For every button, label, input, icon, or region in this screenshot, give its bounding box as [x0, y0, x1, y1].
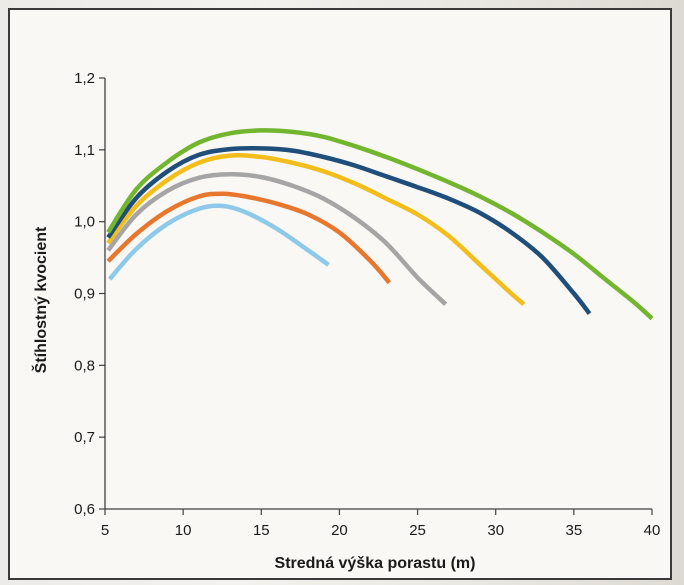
chart-frame	[8, 8, 672, 580]
x-tick-label: 10	[175, 522, 192, 539]
y-ticks: 0,6 0,7 0,8 0,9 1,0 1,1 1,2	[74, 70, 105, 518]
x-tick-label: 5	[101, 522, 109, 539]
y-tick-label: 0,6	[74, 501, 95, 518]
x-tick-label: 30	[487, 522, 504, 539]
series-line-3	[106, 172, 448, 306]
y-tick-label: 0,7	[74, 429, 95, 446]
y-axis-title: Štíhlostný kvocient	[31, 226, 50, 373]
x-tick-label: 20	[331, 522, 348, 539]
series-line-6	[106, 128, 654, 321]
y-tick-label: 1,2	[74, 70, 95, 87]
x-tick-label: 35	[566, 522, 583, 539]
y-tick-label: 1,0	[74, 214, 95, 231]
x-ticks: 5 10 15 20 25 30 35 40	[101, 509, 661, 539]
x-axis-title: Stredná výška porastu (m)	[275, 555, 476, 572]
x-tick-label: 15	[253, 522, 270, 539]
y-tick-label: 1,1	[74, 142, 95, 159]
series-line-5	[106, 145, 592, 315]
axes	[104, 78, 652, 510]
y-tick-label: 0,8	[74, 357, 95, 374]
x-tick-label: 40	[644, 522, 661, 539]
plot-lines	[106, 128, 654, 321]
x-tick-label: 25	[409, 522, 426, 539]
series-line-4	[106, 152, 526, 306]
series-line-2	[106, 191, 392, 285]
y-tick-label: 0,9	[74, 286, 95, 303]
series-line-1	[108, 203, 330, 281]
